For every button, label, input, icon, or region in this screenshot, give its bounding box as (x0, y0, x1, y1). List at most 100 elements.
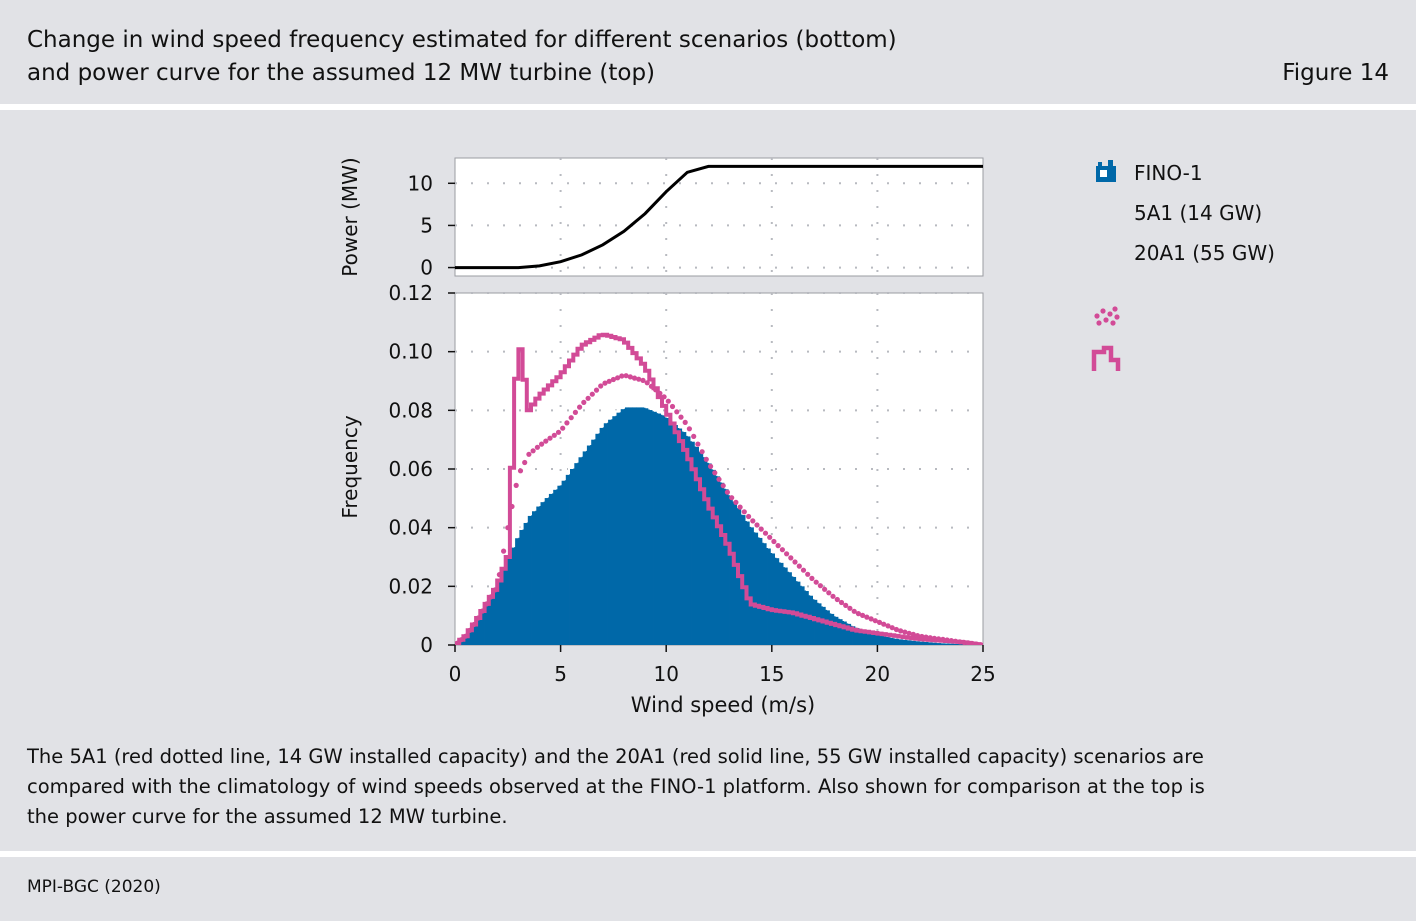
dot-5a1 (779, 547, 786, 553)
dot-5a1 (961, 639, 967, 645)
fino-bar (780, 562, 785, 645)
fino-bar (522, 522, 528, 645)
fino-bar (767, 548, 773, 645)
dot-5a1 (775, 543, 781, 549)
fino-bar (514, 538, 519, 645)
dot-5a1 (547, 435, 553, 441)
fino-bar (868, 632, 874, 645)
fino-bar (683, 432, 688, 645)
fino-bar (594, 433, 600, 645)
fino-bar (822, 606, 828, 645)
dot-5a1 (931, 635, 938, 641)
fino-bar (661, 415, 667, 645)
fino-bar (864, 631, 870, 645)
dot-5a1 (724, 489, 731, 495)
dot-5a1 (610, 376, 617, 383)
fino-bar (776, 558, 781, 645)
figure-title: Change in wind speed frequency estimated… (27, 24, 1127, 90)
dot-5a1 (522, 459, 528, 466)
dot-5a1 (509, 503, 515, 510)
dot-5a1 (940, 636, 946, 643)
fino-bar (657, 413, 663, 645)
frequency-y-tick-label: 0.08 (388, 398, 433, 422)
fino-bar (695, 447, 701, 645)
header-divider (0, 104, 1416, 110)
fino-bar (953, 643, 959, 645)
fino-bar (877, 635, 883, 645)
dotted-series-icon (1094, 306, 1120, 326)
dot-5a1 (868, 616, 874, 622)
fino-bar (484, 603, 490, 645)
fino-bar (628, 407, 633, 645)
dot-5a1 (657, 390, 663, 396)
frequency-y-tick-label: 0.06 (388, 457, 433, 481)
fino-bar (564, 474, 570, 645)
power-y-tick-label: 5 (420, 213, 433, 237)
frequency-y-tick-label: 0.02 (388, 574, 433, 598)
chart-area: 0 5 10 Power (MW) 0 0.02 0.04 0.06 0.08 0.10 0.1… (0, 110, 1416, 740)
dot-5a1 (501, 548, 507, 554)
fino-bar (894, 638, 899, 645)
fino-bar (547, 493, 553, 645)
dot-5a1 (458, 637, 464, 643)
dot-5a1 (661, 394, 667, 400)
dot-5a1 (602, 380, 608, 386)
dot-5a1 (475, 615, 481, 621)
fino-bar (493, 589, 498, 645)
dot-5a1 (530, 448, 536, 454)
dot-5a1 (455, 640, 460, 645)
fino-bar (569, 469, 574, 645)
fino-bar (928, 642, 933, 645)
fino-bar (919, 641, 925, 645)
dot-5a1 (712, 470, 718, 476)
frequency-y-axis-label: Frequency (338, 415, 362, 518)
fino-bar (691, 441, 697, 645)
fino-bar (645, 408, 650, 645)
source-credit: MPI-BGC (2020) (27, 877, 161, 897)
dot-5a1 (826, 590, 832, 596)
dot-5a1 (598, 383, 604, 389)
fino-bar (560, 480, 566, 645)
fino-bar (704, 457, 709, 645)
fino-bar (771, 553, 777, 645)
fino-bar (585, 445, 591, 645)
dot-5a1 (513, 482, 519, 488)
fino-bar (746, 521, 752, 645)
dot-5a1 (581, 399, 587, 405)
fino-bar (674, 425, 680, 645)
dot-5a1 (729, 495, 735, 501)
dot-5a1 (627, 374, 633, 380)
fino-bar (944, 643, 950, 645)
dot-5a1 (695, 441, 701, 447)
fino-bar (471, 624, 477, 645)
fino-bar (581, 451, 587, 645)
fino-bar (518, 530, 523, 645)
dot-5a1 (927, 635, 933, 641)
fino-bar (725, 489, 730, 645)
dot-5a1 (488, 594, 494, 600)
dot-5a1 (893, 626, 900, 633)
x-axis-label: Wind speed (m/s) (631, 693, 815, 717)
dot-5a1 (838, 599, 845, 606)
dot-5a1 (923, 634, 929, 640)
fino-bar (623, 407, 629, 645)
dot-5a1 (771, 538, 777, 545)
fino-bar (856, 628, 861, 645)
fino-bar (463, 636, 469, 645)
fino-bar (543, 498, 549, 645)
fino-bar (890, 637, 895, 645)
fino-bar (826, 610, 832, 645)
fino-bar (467, 630, 473, 645)
fino-bar (814, 599, 819, 645)
fino-bar (750, 527, 756, 645)
fino-bar (611, 416, 616, 645)
fino-bar (716, 476, 722, 645)
fino-bar (619, 409, 625, 645)
fino-bar (607, 419, 612, 645)
dot-5a1 (526, 451, 532, 457)
dot-5a1 (467, 627, 473, 633)
fino-bar (526, 515, 532, 645)
dot-5a1 (952, 638, 959, 644)
fino-bar (636, 407, 642, 645)
power-curve-line (455, 164, 983, 270)
